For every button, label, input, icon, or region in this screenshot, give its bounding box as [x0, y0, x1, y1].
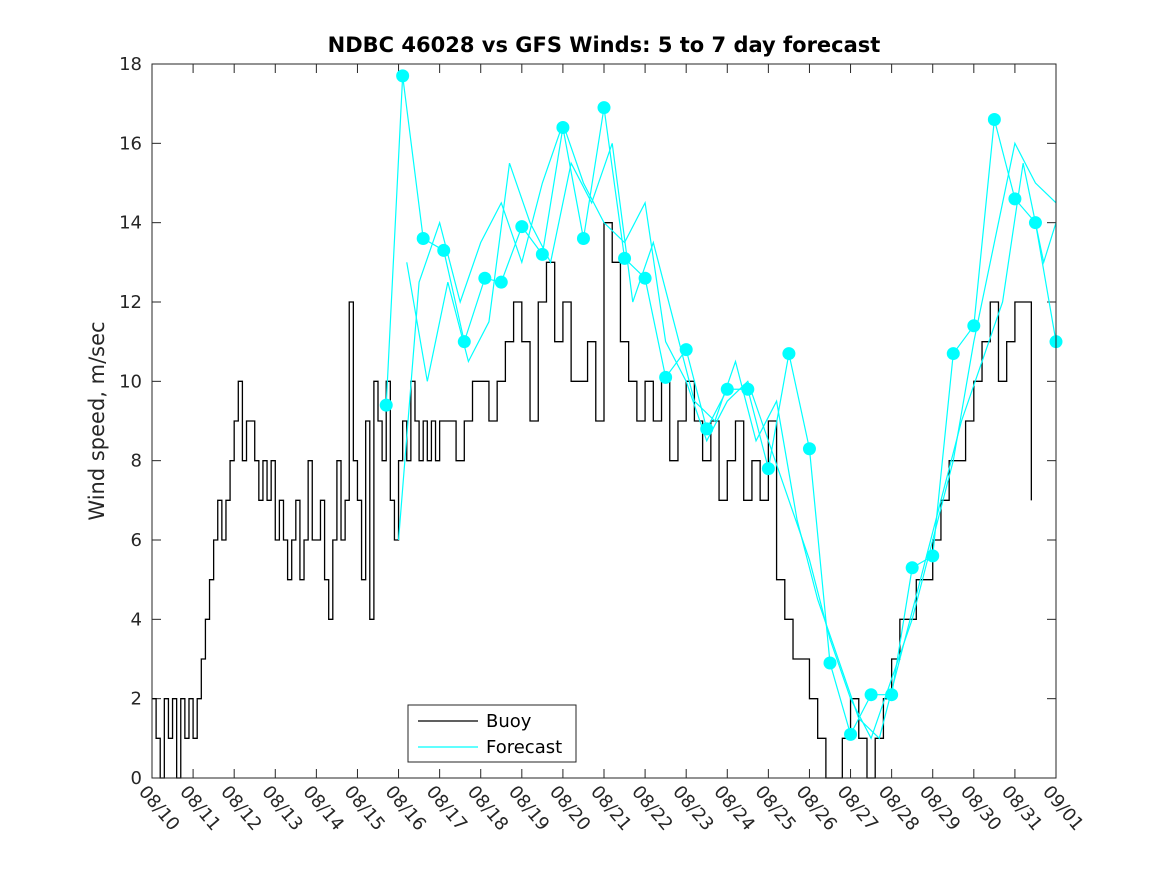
forecast-point	[844, 727, 858, 741]
forecast-point	[885, 688, 899, 702]
y-tick-label: 8	[131, 451, 142, 472]
x-tick-label: 08/21	[586, 782, 635, 835]
forecast-point	[494, 275, 508, 289]
forecast-point	[967, 319, 981, 333]
series-line-forecast-2	[397, 121, 1057, 740]
forecast-point	[457, 335, 471, 349]
forecast-point	[823, 656, 837, 670]
forecast-point	[802, 442, 816, 456]
forecast-point	[782, 347, 796, 361]
forecast-point	[396, 69, 410, 83]
forecast-point	[379, 398, 393, 412]
x-tick-label: 08/12	[216, 782, 265, 835]
x-tick-label: 08/16	[381, 782, 430, 835]
forecast-point	[556, 120, 570, 134]
legend-label-buoy: Buoy	[486, 711, 532, 732]
forecast-point	[515, 220, 529, 234]
x-tick-label: 08/31	[997, 782, 1046, 835]
forecast-point	[720, 382, 734, 396]
y-tick-label: 10	[119, 371, 142, 392]
legend: Buoy Forecast	[407, 704, 577, 763]
forecast-point	[905, 561, 919, 575]
forecast-point	[597, 101, 611, 115]
x-tick-label: 08/11	[175, 782, 224, 835]
forecast-point	[618, 251, 632, 265]
x-tick-label: 08/15	[340, 782, 389, 835]
series-layer	[152, 75, 1057, 779]
x-tick-label: 08/10	[134, 782, 183, 835]
forecast-point	[638, 271, 652, 285]
legend-label-forecast: Forecast	[486, 737, 562, 758]
x-tick-label: 08/29	[915, 782, 964, 835]
forecast-point	[679, 343, 693, 357]
forecast-markers	[379, 69, 1063, 741]
y-tick-label: 2	[131, 689, 142, 710]
x-tick-label: 08/17	[422, 782, 471, 835]
forecast-point	[761, 462, 775, 476]
x-tick-label: 08/25	[751, 782, 800, 835]
x-tick-label: 08/19	[504, 782, 553, 835]
forecast-point	[416, 232, 430, 246]
y-tick-label: 0	[131, 768, 142, 789]
forecast-point	[987, 113, 1001, 127]
x-tick-label: 08/30	[956, 782, 1005, 835]
legend-box	[407, 704, 577, 763]
forecast-point	[1008, 192, 1022, 206]
forecast-point	[659, 370, 673, 384]
y-tick-label: 6	[131, 530, 142, 551]
chart-title: NDBC 46028 vs GFS Winds: 5 to 7 day fore…	[328, 33, 881, 57]
forecast-point	[478, 271, 492, 285]
x-tick-label: 08/23	[668, 782, 717, 835]
x-tick-label: 08/28	[874, 782, 923, 835]
forecast-point	[1028, 216, 1042, 230]
series-line-forecast	[385, 75, 1057, 736]
forecast-point	[576, 232, 590, 246]
y-tick-label: 16	[119, 133, 142, 154]
forecast-point	[700, 422, 714, 436]
forecast-point	[946, 347, 960, 361]
forecast-point	[741, 382, 755, 396]
x-tick-label: 08/27	[833, 782, 882, 835]
x-tick-label: 08/26	[792, 782, 841, 835]
y-tick-label: 12	[119, 292, 142, 313]
forecast-point	[926, 549, 940, 563]
x-tick-labels: 08/1008/1108/1208/1308/1408/1508/1608/17…	[134, 782, 1087, 835]
y-tick-label: 18	[119, 54, 142, 75]
x-tick-label: 08/22	[627, 782, 676, 835]
plot-frame	[151, 63, 1057, 779]
x-tick-label: 08/14	[299, 782, 348, 835]
x-tick-label: 09/01	[1038, 782, 1087, 835]
x-tick-label: 08/18	[463, 782, 512, 835]
x-tick-label: 08/24	[709, 782, 758, 835]
forecast-point	[437, 243, 451, 257]
x-tick-label: 08/13	[257, 782, 306, 835]
series-line-buoy	[152, 222, 1032, 779]
y-tick-label: 4	[131, 609, 142, 630]
x-tick-label: 08/20	[545, 782, 594, 835]
series-line-forecast-3	[406, 143, 1057, 740]
y-axis-label: Wind speed, m/sec	[85, 321, 109, 520]
forecast-point	[864, 688, 878, 702]
forecast-point	[535, 247, 549, 261]
y-tick-label: 14	[119, 213, 142, 234]
y-tick-labels: 0 2 4 6 8 10 12 14 16 18	[119, 54, 142, 789]
